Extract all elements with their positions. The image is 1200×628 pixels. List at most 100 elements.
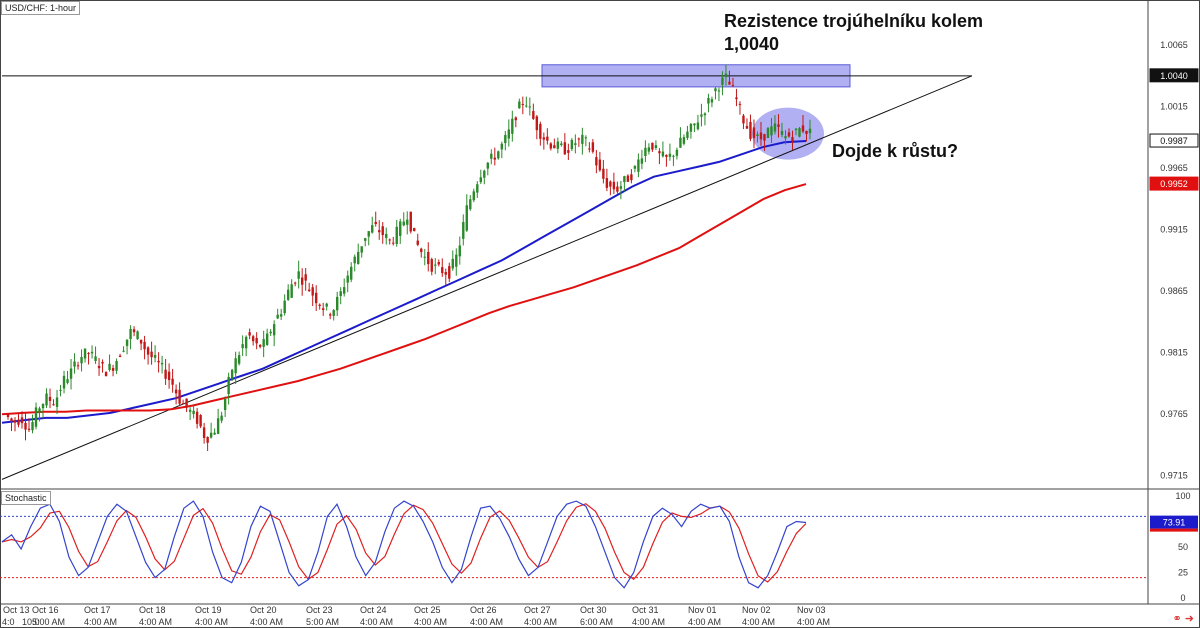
candle-body [45,393,48,406]
candle-body [108,363,111,371]
candle-body [52,404,55,406]
candle-body [336,296,339,311]
x-tick-date: Oct 17 [84,605,111,615]
candle-body [244,336,248,349]
candle-body [283,300,286,314]
candle-body [542,137,546,140]
price-label: 1.0040 [1160,71,1188,81]
candle-body [237,355,241,364]
candle-body [206,437,209,443]
moving-average-layer [1,140,807,424]
candle-body [451,258,454,269]
x-tick-date: Oct 16 [32,605,59,615]
stochastic-k-line [1,500,807,589]
x-tick-time: 4:0 [2,617,15,627]
x-tick-date: Nov 02 [742,605,771,615]
x-tick-date: Oct 30 [580,605,607,615]
candle-body [318,304,321,306]
arrow-icon[interactable]: ➜ [1184,613,1194,625]
candle-body [97,365,101,369]
candle-body [171,378,174,385]
candle-body [574,143,577,145]
candle-body [686,131,689,138]
candle-body [265,333,269,345]
candle-body [728,81,731,85]
candle-body [118,355,122,358]
candle-body [427,252,430,265]
link-icon[interactable]: ⚭ [1172,613,1182,625]
candle-body [332,310,335,316]
candle-body [174,389,178,394]
candle-body [357,251,360,264]
candle-body [136,331,139,340]
candle-body [448,266,451,279]
stoch-current-value: 73.91 [1163,518,1186,528]
candle-body [521,103,525,105]
candle-body [486,162,489,169]
indicator-label: Stochastic [1,491,51,505]
candle-body [195,411,199,424]
candle-body [276,314,279,319]
candle-body [329,314,332,316]
candle-body [157,360,160,363]
candle-body [672,155,675,157]
candle-body [272,324,276,336]
candle-body [17,419,20,425]
candle-body [714,88,717,92]
x-tick-time: 4:00 AM [524,617,557,627]
candlestick-layer [6,64,812,452]
candle-body [307,289,311,292]
candle-body [619,186,623,189]
candle-body [661,151,665,157]
candle-body [777,124,780,127]
annotation-question: Dojde k růstu? [832,141,958,161]
candle-body [423,256,426,258]
candle-body [111,367,115,371]
y-tick-label: 0.9865 [1160,286,1188,296]
candle-body [66,379,69,383]
candle-body [381,226,384,236]
candle-body [738,103,742,105]
candle-body [525,105,528,107]
stochastic-layer [0,500,1148,589]
y-tick-label: 0.9915 [1160,225,1188,235]
candle-body [20,417,24,424]
candle-body [791,137,794,142]
candle-body [703,113,707,116]
candle-body [101,361,104,364]
candle-body [409,211,412,232]
candle-body [402,221,405,226]
y-tick-label: 1.0065 [1160,40,1188,50]
candle-body [353,256,356,264]
x-tick-time: 4:00 AM [360,617,393,627]
candle-body [293,282,297,284]
x-tick-date: Oct 23 [306,605,333,615]
candle-body [567,150,570,153]
candle-body [654,145,658,149]
toolbar-icons[interactable]: ⚭ ➜ [1173,612,1195,625]
candle-body [258,345,262,347]
stoch-tick-label: 50 [1178,542,1188,552]
candle-body [437,262,440,265]
candle-body [346,275,349,283]
candle-body [637,159,640,172]
candle-body [27,428,31,430]
candle-body [24,422,27,430]
candle-body [279,314,283,317]
candle-body [626,175,630,182]
x-tick-time: 4:00 AM [688,617,721,627]
candle-body [153,355,157,358]
x-tick-time: 4:00 AM [742,617,775,627]
x-tick-date: Oct 20 [250,605,277,615]
candle-body [360,246,363,253]
candle-body [122,350,125,352]
candle-body [616,186,619,192]
candle-body [689,123,693,132]
candle-body [230,369,234,379]
candle-body [311,287,314,296]
candle-body [780,131,784,135]
candle-body [115,361,118,371]
candle-body [570,139,574,150]
candle-body [763,134,766,141]
candle-body [420,248,423,253]
